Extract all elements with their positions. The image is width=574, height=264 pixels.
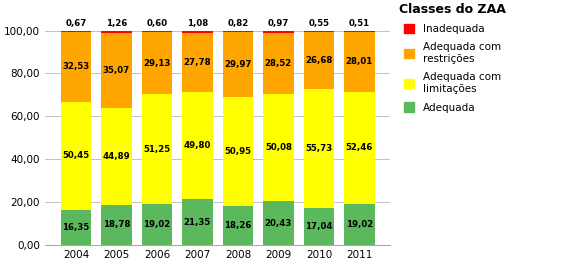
Bar <box>304 89 334 209</box>
Text: 27,78: 27,78 <box>184 58 211 67</box>
Bar <box>263 201 294 245</box>
Text: 21,35: 21,35 <box>184 218 211 227</box>
Text: 32,53: 32,53 <box>63 62 90 71</box>
Bar <box>142 204 172 245</box>
Text: 0,55: 0,55 <box>308 19 329 28</box>
Bar <box>142 32 172 94</box>
Text: 1,26: 1,26 <box>106 19 127 28</box>
Bar <box>61 210 91 245</box>
Text: 19,02: 19,02 <box>346 220 373 229</box>
Bar <box>263 31 294 33</box>
Text: 28,52: 28,52 <box>265 59 292 68</box>
Bar <box>344 31 375 32</box>
Bar <box>304 31 334 32</box>
Text: 17,04: 17,04 <box>305 222 333 231</box>
Text: 28,01: 28,01 <box>346 57 373 66</box>
Text: 35,07: 35,07 <box>103 66 130 75</box>
Text: 0,97: 0,97 <box>267 19 289 28</box>
Bar <box>182 31 212 33</box>
Text: 29,13: 29,13 <box>144 59 170 68</box>
Text: 44,89: 44,89 <box>103 152 130 161</box>
Text: 49,80: 49,80 <box>184 141 211 150</box>
Text: 20,43: 20,43 <box>265 219 292 228</box>
Text: 52,46: 52,46 <box>346 143 373 152</box>
Text: 29,97: 29,97 <box>224 60 251 69</box>
Text: 50,95: 50,95 <box>224 147 251 156</box>
Bar <box>61 32 91 102</box>
Bar <box>101 33 131 109</box>
Text: 19,02: 19,02 <box>144 220 170 229</box>
Text: 16,35: 16,35 <box>63 223 90 232</box>
Text: 0,60: 0,60 <box>146 19 168 28</box>
Text: 50,45: 50,45 <box>63 151 90 160</box>
Bar <box>61 102 91 210</box>
Bar <box>223 97 253 206</box>
Bar <box>223 31 253 32</box>
Text: 51,25: 51,25 <box>144 145 170 154</box>
Bar <box>344 32 375 92</box>
Text: 50,08: 50,08 <box>265 143 292 152</box>
Bar <box>263 33 294 94</box>
Text: 55,73: 55,73 <box>305 144 332 153</box>
Bar <box>101 31 131 33</box>
Bar <box>304 32 334 89</box>
Text: 26,68: 26,68 <box>305 56 332 65</box>
Bar <box>101 205 131 245</box>
Text: 1,08: 1,08 <box>187 19 208 28</box>
Bar <box>263 94 294 201</box>
Legend: Inadequada, Adequada com
restrições, Adequada com
limitações, Adequada: Inadequada, Adequada com restrições, Ade… <box>399 3 506 112</box>
Bar <box>344 204 375 245</box>
Text: 0,51: 0,51 <box>349 19 370 28</box>
Bar <box>101 109 131 205</box>
Bar <box>223 32 253 97</box>
Bar <box>304 209 334 245</box>
Bar <box>223 206 253 245</box>
Bar <box>344 92 375 204</box>
Text: 18,78: 18,78 <box>103 220 130 229</box>
Bar <box>182 92 212 199</box>
Bar <box>182 33 212 92</box>
Text: 18,26: 18,26 <box>224 221 251 230</box>
Bar <box>61 31 91 32</box>
Text: 0,82: 0,82 <box>227 19 249 28</box>
Bar <box>142 94 172 204</box>
Bar <box>182 199 212 245</box>
Bar <box>142 31 172 32</box>
Text: 0,67: 0,67 <box>65 19 87 28</box>
